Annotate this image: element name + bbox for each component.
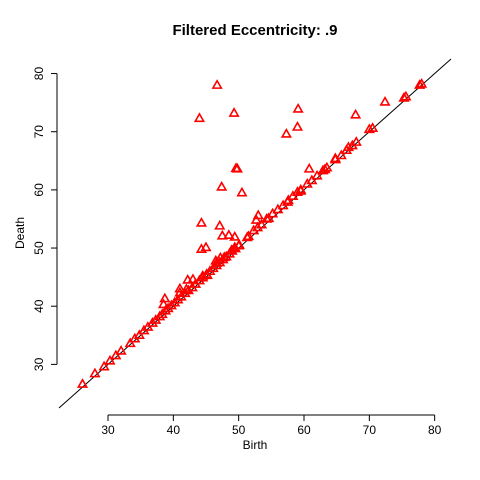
data-point bbox=[303, 162, 315, 173]
data-point bbox=[263, 212, 275, 223]
data-point bbox=[321, 161, 333, 172]
points-layer bbox=[76, 77, 428, 388]
data-point bbox=[250, 214, 262, 224]
data-point bbox=[180, 283, 192, 294]
data-point bbox=[228, 107, 240, 117]
data-point bbox=[236, 186, 248, 197]
data-point bbox=[104, 354, 116, 365]
data-point bbox=[255, 218, 268, 229]
y-tick-label: 30 bbox=[32, 357, 46, 371]
x-tick-label: 60 bbox=[297, 423, 311, 437]
data-point bbox=[398, 91, 410, 102]
data-point bbox=[229, 230, 241, 241]
data-point bbox=[210, 257, 223, 267]
axes: 30 40 50 60 70 80 30 40 50 60 70 80 bbox=[32, 67, 442, 437]
x-tick-label: 70 bbox=[363, 423, 377, 437]
y-tick-label: 70 bbox=[32, 125, 46, 139]
data-point bbox=[291, 121, 304, 131]
data-point bbox=[201, 269, 213, 280]
data-point bbox=[241, 231, 253, 242]
data-point bbox=[233, 239, 245, 249]
data-point bbox=[124, 337, 136, 348]
x-tick-label: 40 bbox=[167, 423, 181, 437]
y-tick-label: 80 bbox=[32, 67, 46, 81]
data-point bbox=[159, 304, 172, 315]
data-point bbox=[291, 186, 304, 196]
data-point bbox=[367, 122, 379, 132]
data-point bbox=[311, 169, 323, 180]
x-tick-label: 80 bbox=[428, 423, 442, 437]
data-point bbox=[200, 241, 212, 252]
data-point bbox=[98, 360, 110, 371]
chart-title: Filtered Eccentricity: .9 bbox=[172, 22, 337, 39]
x-tick-label: 30 bbox=[101, 423, 115, 437]
data-point bbox=[115, 344, 127, 355]
data-point bbox=[335, 149, 347, 160]
data-point bbox=[282, 196, 294, 206]
data-point bbox=[193, 112, 206, 123]
data-point bbox=[214, 251, 226, 262]
data-point bbox=[400, 90, 412, 101]
data-point bbox=[211, 79, 223, 89]
data-point bbox=[216, 229, 228, 240]
data-point bbox=[350, 108, 362, 119]
data-point bbox=[110, 349, 122, 360]
data-point bbox=[229, 241, 241, 252]
data-point bbox=[363, 123, 375, 134]
data-point bbox=[342, 141, 355, 152]
data-point bbox=[416, 77, 428, 88]
data-point bbox=[157, 298, 170, 309]
data-point bbox=[350, 136, 362, 146]
data-point bbox=[174, 282, 186, 293]
data-point bbox=[379, 96, 391, 106]
data-point bbox=[319, 163, 331, 174]
data-point bbox=[214, 219, 226, 230]
data-point bbox=[89, 367, 101, 378]
data-point bbox=[280, 128, 292, 138]
data-point bbox=[159, 292, 171, 303]
y-tick-label: 50 bbox=[32, 241, 46, 255]
x-ticks: 30 40 50 60 70 80 bbox=[101, 415, 442, 437]
data-point bbox=[295, 185, 307, 195]
y-tick-label: 60 bbox=[32, 183, 46, 197]
y-tick-label: 40 bbox=[32, 299, 46, 313]
data-point bbox=[292, 102, 304, 113]
data-point bbox=[223, 229, 235, 239]
x-tick-label: 50 bbox=[232, 423, 246, 437]
data-point bbox=[306, 174, 318, 185]
data-point bbox=[231, 162, 243, 173]
data-point bbox=[195, 217, 208, 227]
data-point bbox=[187, 273, 199, 284]
data-point bbox=[216, 180, 228, 191]
data-point bbox=[329, 152, 341, 163]
data-point bbox=[414, 79, 426, 89]
y-axis-label: Death bbox=[13, 217, 27, 249]
y-ticks: 30 40 50 60 70 80 bbox=[32, 67, 57, 371]
data-point bbox=[133, 329, 145, 340]
plot-region bbox=[58, 58, 452, 409]
data-point bbox=[154, 310, 166, 321]
x-axis-label: Birth bbox=[243, 438, 268, 452]
data-point bbox=[76, 378, 89, 388]
